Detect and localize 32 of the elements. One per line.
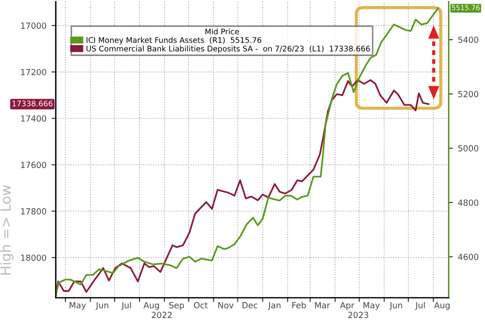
x-tick-label: May	[364, 302, 380, 310]
x-tick-label: Jun	[389, 302, 402, 310]
x-tick-label: May	[70, 302, 86, 310]
y-tick-label: 17800	[21, 208, 46, 214]
x-tick-label: Jul	[414, 302, 425, 310]
y2-tick-label: 4600	[458, 254, 478, 260]
x-tick-label: Aug	[144, 302, 159, 310]
text: 2022	[152, 312, 172, 318]
y2-tick-label: 4800	[458, 199, 478, 206]
y2-tick-label: 5000	[458, 145, 478, 152]
y-tick-label: 18000	[21, 254, 46, 261]
x-tick-label: Oct	[194, 302, 208, 308]
x-tick-label: Jun	[96, 302, 108, 310]
x-tick-label: Jul	[121, 302, 131, 310]
x-tick-label: Apr	[340, 302, 354, 310]
x-tick-label: Feb	[292, 302, 306, 308]
y-axis-title: High => Low	[0, 185, 14, 275]
y-tick-label: 17000	[21, 22, 46, 29]
y2-tick-label: 5400	[458, 36, 478, 43]
y-tick-label: 17200	[21, 68, 46, 76]
x-tick-label: Dec	[242, 302, 258, 308]
y-tick-label: 17600	[21, 162, 46, 168]
line-series	[56, 79, 430, 297]
line-series	[56, 7, 439, 295]
x-tick-label: Nov	[218, 302, 234, 308]
x-tick-label: Jan	[268, 302, 280, 310]
y-tick-label: 17400	[21, 115, 46, 122]
text: 2023	[348, 312, 368, 318]
x-tick-label: Aug	[434, 302, 450, 310]
x-tick-label: Sep	[169, 302, 184, 310]
y2-tick-label: 5200	[458, 90, 478, 98]
x-tick-label: Mar	[315, 302, 330, 308]
